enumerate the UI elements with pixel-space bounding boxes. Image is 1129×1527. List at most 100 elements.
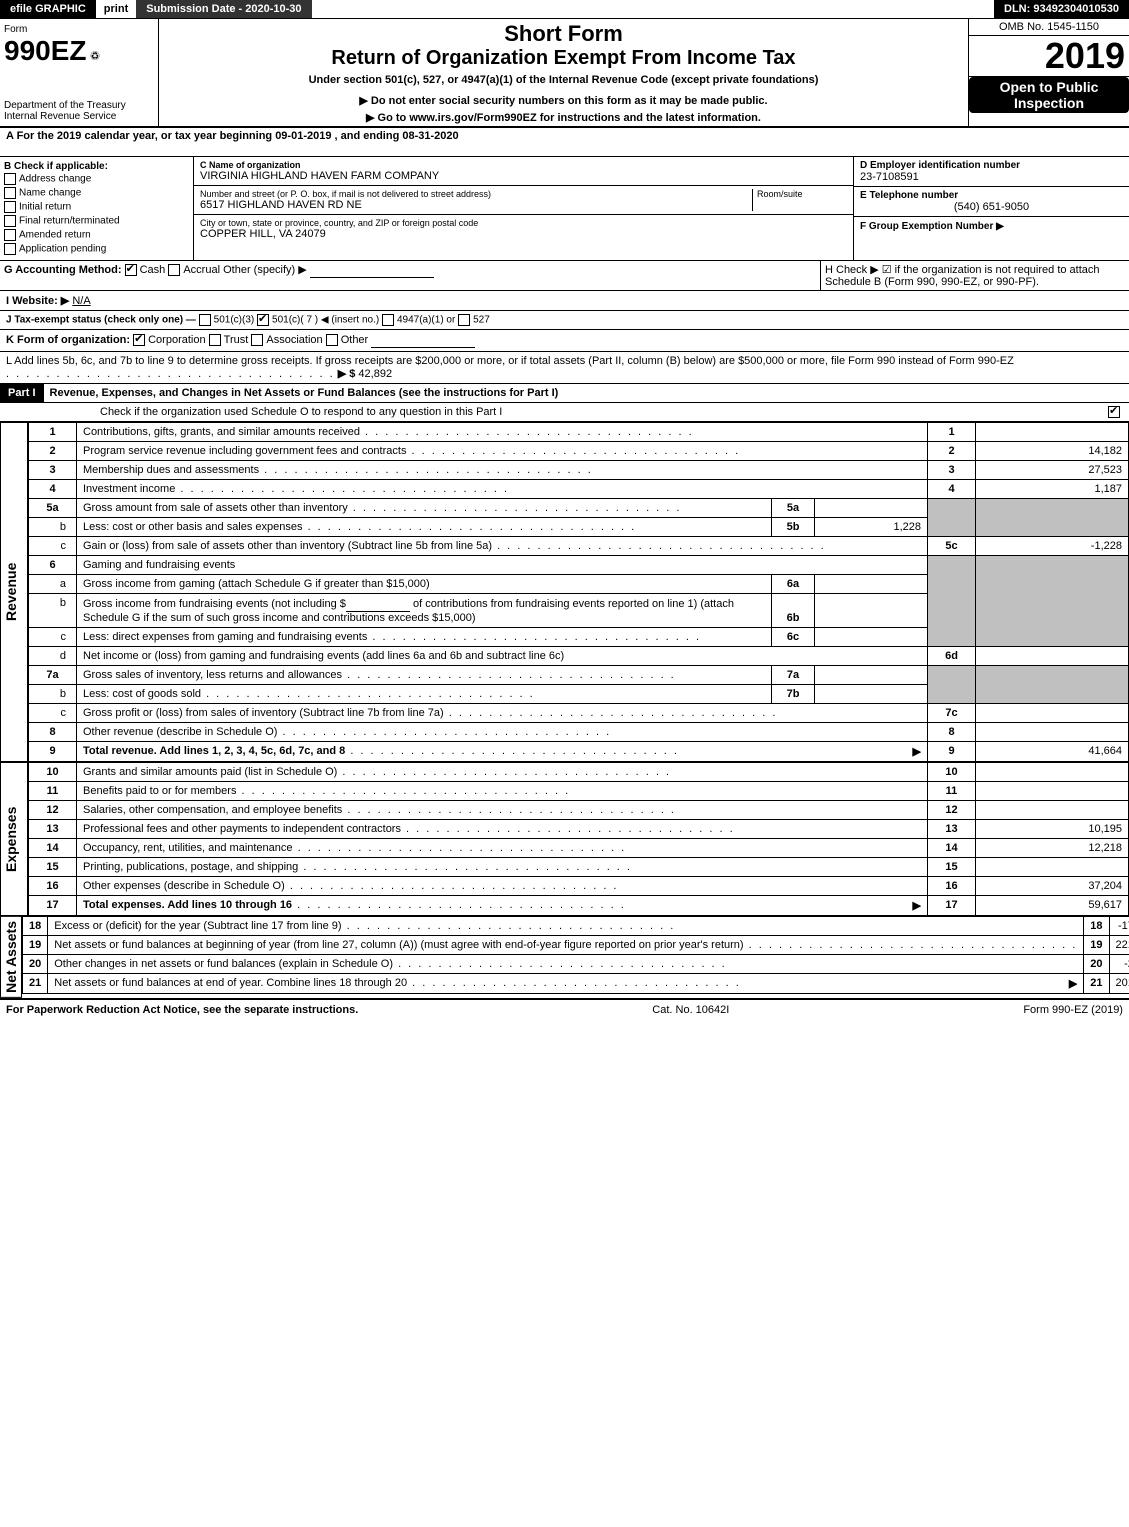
chk-initial-return[interactable] — [4, 201, 16, 213]
l10-amt — [976, 763, 1129, 782]
efile-link[interactable]: efile GRAPHIC — [0, 0, 96, 18]
l9-arrow: ▶ — [913, 745, 921, 758]
print-link[interactable]: print — [96, 0, 136, 18]
l14-no: 14 — [29, 839, 77, 858]
dept-label: Department of the Treasury — [4, 100, 126, 111]
footer-cat: Cat. No. 10642I — [652, 1004, 729, 1016]
l-value: 42,892 — [358, 368, 392, 380]
lbl-501c3: 501(c)(3) — [214, 315, 255, 326]
l2-no: 2 — [29, 442, 77, 461]
line-a: A For the 2019 calendar year, or tax yea… — [0, 128, 1129, 157]
chk-k-other[interactable] — [326, 334, 338, 346]
irs-label: Internal Revenue Service — [4, 111, 116, 122]
lbl-cash: Cash — [140, 264, 166, 276]
l4-rn: 4 — [928, 480, 976, 499]
lbl-name-change: Name change — [19, 188, 81, 199]
chk-amended-return[interactable] — [4, 229, 16, 241]
l6d-no: d — [29, 647, 77, 666]
f-label: F Group Exemption Number ▶ — [860, 221, 1004, 232]
l19-amt: 221,798 — [1109, 936, 1129, 955]
l10-desc: Grants and similar amounts paid (list in… — [83, 766, 337, 778]
footer-notice: For Paperwork Reduction Act Notice, see … — [6, 1004, 358, 1016]
l6a-no: a — [29, 575, 77, 594]
l6b-input[interactable] — [346, 597, 410, 612]
revenue-label: Revenue — [0, 422, 28, 762]
lbl-address-change: Address change — [19, 174, 91, 185]
other-method-input[interactable] — [310, 263, 434, 278]
l16-amt: 37,204 — [976, 877, 1129, 896]
footer: For Paperwork Reduction Act Notice, see … — [0, 1000, 1129, 1020]
l20-rn: 20 — [1084, 955, 1109, 974]
form-number: 990EZ — [4, 35, 87, 66]
chk-cash[interactable] — [125, 264, 137, 276]
l6c-no: c — [29, 628, 77, 647]
l18-amt: -17,953 — [1109, 917, 1129, 936]
submission-date: Submission Date - 2020-10-30 — [136, 0, 311, 18]
tax-year: 2019 — [969, 36, 1129, 77]
chk-501c3[interactable] — [199, 314, 211, 326]
c-street-label: Number and street (or P. O. box, if mail… — [200, 189, 752, 199]
l3-desc: Membership dues and assessments — [83, 464, 259, 476]
h-text: H Check ▶ ☑ if the organization is not r… — [821, 261, 1129, 290]
lbl-final-return: Final return/terminated — [19, 216, 120, 227]
chk-trust[interactable] — [209, 334, 221, 346]
l5b-desc: Less: cost or other basis and sales expe… — [83, 521, 303, 533]
l5b-no: b — [29, 518, 77, 537]
under-section: Under section 501(c), 527, or 4947(a)(1)… — [161, 74, 966, 86]
chk-4947[interactable] — [382, 314, 394, 326]
l14-rn: 14 — [928, 839, 976, 858]
l19-no: 19 — [23, 936, 48, 955]
l6-no: 6 — [29, 556, 77, 575]
l12-desc: Salaries, other compensation, and employ… — [83, 804, 342, 816]
c-name-label: C Name of organization — [200, 160, 847, 170]
l12-rn: 12 — [928, 801, 976, 820]
l5c-amt: -1,228 — [976, 537, 1129, 556]
l7b-desc: Less: cost of goods sold — [83, 688, 201, 700]
l16-desc: Other expenses (describe in Schedule O) — [83, 880, 285, 892]
org-street: 6517 HIGHLAND HAVEN RD NE — [200, 199, 752, 211]
l14-desc: Occupancy, rent, utilities, and maintena… — [83, 842, 293, 854]
k-other-input[interactable] — [371, 333, 475, 348]
l5c-no: c — [29, 537, 77, 556]
l6a-desc: Gross income from gaming (attach Schedul… — [83, 578, 430, 590]
d-label: D Employer identification number — [860, 160, 1123, 171]
chk-527[interactable] — [458, 314, 470, 326]
form-header: Form 990EZ ♽ Department of the Treasury … — [0, 19, 1129, 128]
chk-final-return[interactable] — [4, 215, 16, 227]
chk-accrual[interactable] — [168, 264, 180, 276]
lbl-application-pending: Application pending — [19, 244, 106, 255]
l5c-desc: Gain or (loss) from sale of assets other… — [83, 540, 492, 552]
l5a-mn: 5a — [772, 499, 815, 518]
l7c-rn: 7c — [928, 704, 976, 723]
l18-rn: 18 — [1084, 917, 1109, 936]
l2-rn: 2 — [928, 442, 976, 461]
l4-amt: 1,187 — [976, 480, 1129, 499]
l21-arrow: ▶ — [1069, 977, 1077, 990]
l6c-desc: Less: direct expenses from gaming and fu… — [83, 631, 367, 643]
lbl-trust: Trust — [224, 334, 249, 346]
chk-schedule-o[interactable] — [1108, 406, 1120, 418]
lbl-501c: 501(c)( 7 ) ◀ (insert no.) — [272, 315, 379, 326]
goto-link[interactable]: ▶ Go to www.irs.gov/Form990EZ for instru… — [161, 111, 966, 124]
chk-address-change[interactable] — [4, 173, 16, 185]
row-g-h: G Accounting Method: Cash Accrual Other … — [0, 261, 1129, 291]
l1-no: 1 — [29, 423, 77, 442]
l11-desc: Benefits paid to or for members — [83, 785, 236, 797]
l21-desc: Net assets or fund balances at end of ye… — [54, 977, 407, 989]
chk-association[interactable] — [251, 334, 263, 346]
chk-corporation[interactable] — [133, 334, 145, 346]
chk-name-change[interactable] — [4, 187, 16, 199]
lbl-other-method: Other (specify) ▶ — [223, 264, 307, 276]
l17-arrow: ▶ — [913, 899, 921, 912]
l13-rn: 13 — [928, 820, 976, 839]
lbl-amended-return: Amended return — [19, 230, 91, 241]
l4-desc: Investment income — [83, 483, 175, 495]
l15-no: 15 — [29, 858, 77, 877]
chk-application-pending[interactable] — [4, 243, 16, 255]
chk-501c[interactable] — [257, 314, 269, 326]
org-city: COPPER HILL, VA 24079 — [200, 228, 847, 240]
l7c-desc: Gross profit or (loss) from sales of inv… — [83, 707, 444, 719]
l4-no: 4 — [29, 480, 77, 499]
l2-amt: 14,182 — [976, 442, 1129, 461]
l1-rn: 1 — [928, 423, 976, 442]
